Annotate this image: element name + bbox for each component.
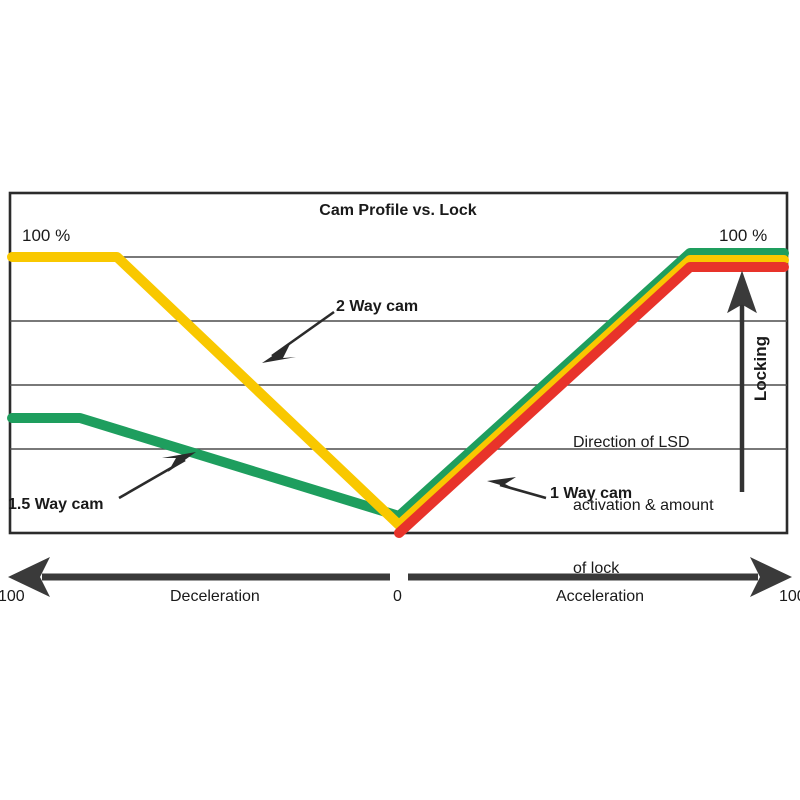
axis-label-acceleration: Acceleration — [556, 588, 645, 605]
series-line-2-way-cam — [7, 252, 789, 530]
direction-note-line-2: activation & amount — [573, 497, 714, 514]
right-percent-label: 100 % — [719, 226, 768, 245]
axis-label-zero: 0 — [393, 588, 402, 605]
direction-note-line-1: Direction of LSD — [573, 434, 690, 451]
direction-note-line-3: of lock — [573, 560, 620, 577]
callout-label-2-way-cam: 2 Way cam — [336, 298, 419, 315]
left-percent-label: 100 % — [22, 226, 71, 245]
callout-label-1-way-cam: 1 Way cam — [550, 485, 633, 502]
locking-axis-label: Locking — [751, 336, 770, 402]
locking-arrow — [727, 270, 757, 492]
callout-arrow-1-way-cam — [487, 477, 547, 500]
axis-label-left-100: 100 — [0, 588, 25, 605]
direction-note: Direction of LSD activation & amount of … — [573, 390, 714, 621]
axis-arrow — [8, 557, 792, 597]
series-line-1-5-way-cam — [7, 248, 789, 521]
callout-arrow-2-way-cam — [262, 310, 335, 363]
page-title: Cam Profile vs. Lock — [319, 202, 477, 219]
axis-label-deceleration: Deceleration — [170, 588, 260, 605]
gridlines — [10, 256, 787, 450]
axis-label-right-100: 100 — [779, 588, 800, 605]
series-line-1-way-cam — [394, 262, 789, 538]
callout-arrow-1-5-way-cam — [118, 452, 196, 500]
callout-label-1-5-way-cam: 1.5 Way cam — [8, 496, 104, 513]
